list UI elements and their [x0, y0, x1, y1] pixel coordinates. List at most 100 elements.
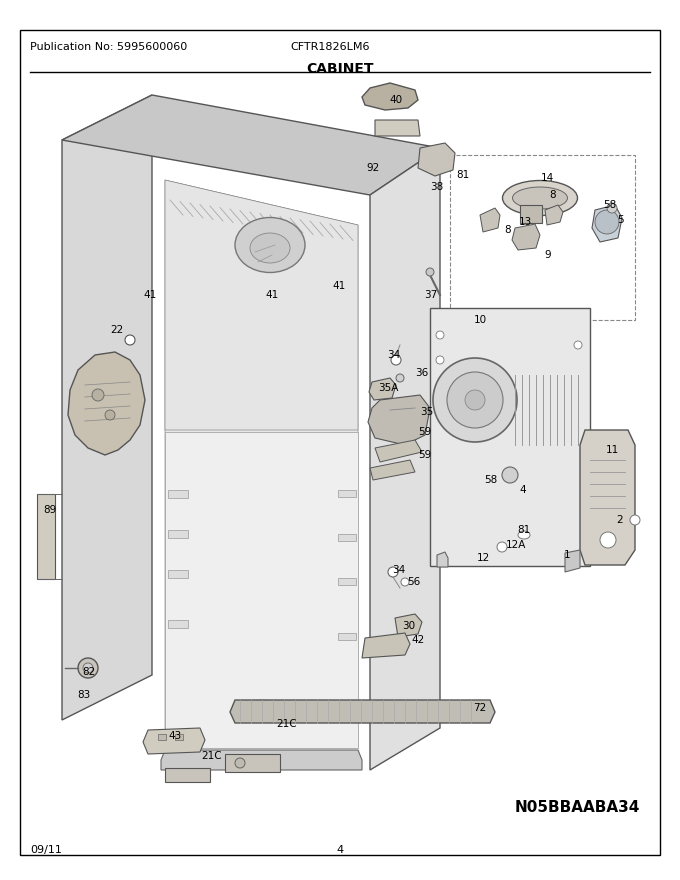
Bar: [450, 155, 635, 320]
Text: 41: 41: [265, 290, 279, 300]
Text: 89: 89: [44, 505, 56, 515]
Text: 34: 34: [392, 565, 406, 575]
Ellipse shape: [513, 187, 568, 209]
Text: 2: 2: [617, 515, 624, 525]
Polygon shape: [143, 728, 205, 754]
Text: 09/11: 09/11: [30, 845, 62, 855]
Text: 92: 92: [367, 163, 379, 173]
Circle shape: [388, 567, 398, 577]
Polygon shape: [592, 205, 622, 242]
Text: 58: 58: [484, 475, 498, 485]
Polygon shape: [512, 224, 540, 250]
Bar: [168, 620, 188, 628]
Text: 82: 82: [82, 667, 96, 677]
Bar: [338, 490, 356, 497]
Bar: [158, 734, 166, 740]
Bar: [165, 768, 210, 782]
Text: 41: 41: [143, 290, 156, 300]
Circle shape: [83, 663, 93, 673]
Text: 43: 43: [169, 731, 182, 741]
Text: 59: 59: [418, 450, 432, 460]
Bar: [338, 534, 356, 541]
Text: Publication No: 5995600060: Publication No: 5995600060: [30, 42, 187, 52]
Text: 38: 38: [430, 182, 443, 192]
Text: 56: 56: [407, 577, 421, 587]
Bar: [37, 494, 55, 579]
Polygon shape: [369, 378, 396, 400]
Text: 4: 4: [520, 485, 526, 495]
Text: 14: 14: [541, 173, 554, 183]
Polygon shape: [580, 430, 635, 565]
Circle shape: [502, 467, 518, 483]
Circle shape: [447, 372, 503, 428]
Circle shape: [235, 758, 245, 768]
Bar: [168, 570, 188, 578]
Text: N05BBAABA34: N05BBAABA34: [515, 800, 640, 815]
Text: 21C: 21C: [202, 751, 222, 761]
Circle shape: [433, 358, 517, 442]
Polygon shape: [545, 205, 563, 225]
Polygon shape: [368, 395, 430, 445]
Text: 35A: 35A: [378, 383, 398, 393]
Polygon shape: [165, 180, 358, 748]
Text: 22: 22: [110, 325, 124, 335]
Bar: [168, 490, 188, 498]
Text: 36: 36: [415, 368, 428, 378]
Polygon shape: [68, 352, 145, 455]
Circle shape: [105, 410, 115, 420]
Polygon shape: [62, 95, 152, 720]
Text: 81: 81: [456, 170, 470, 180]
Circle shape: [497, 542, 507, 552]
Polygon shape: [430, 308, 590, 566]
Circle shape: [574, 341, 582, 349]
Polygon shape: [362, 633, 410, 658]
Ellipse shape: [235, 217, 305, 273]
Bar: [168, 530, 188, 538]
Text: 40: 40: [390, 95, 403, 105]
Text: 8: 8: [505, 225, 511, 235]
Polygon shape: [165, 180, 358, 430]
Text: 5: 5: [617, 215, 624, 225]
Text: 83: 83: [78, 690, 90, 700]
Text: CFTR1826LM6: CFTR1826LM6: [290, 42, 369, 52]
Text: 13: 13: [518, 217, 532, 227]
Text: 34: 34: [388, 350, 401, 360]
Text: 58: 58: [603, 200, 617, 210]
Ellipse shape: [503, 180, 577, 216]
Ellipse shape: [232, 700, 292, 720]
Polygon shape: [437, 552, 448, 567]
Bar: [175, 734, 183, 740]
Polygon shape: [418, 143, 455, 176]
Circle shape: [465, 390, 485, 410]
Text: 42: 42: [411, 635, 424, 645]
Circle shape: [391, 355, 401, 365]
Circle shape: [78, 658, 98, 678]
Circle shape: [436, 331, 444, 339]
Text: 10: 10: [473, 315, 487, 325]
Ellipse shape: [250, 233, 290, 263]
Text: 9: 9: [545, 250, 551, 260]
Bar: [338, 578, 356, 585]
Text: 12A: 12A: [506, 540, 526, 550]
Circle shape: [607, 203, 617, 213]
Polygon shape: [165, 432, 358, 748]
Polygon shape: [362, 83, 418, 110]
Text: 37: 37: [424, 290, 438, 300]
Polygon shape: [395, 614, 422, 637]
Polygon shape: [375, 120, 420, 136]
Polygon shape: [565, 550, 580, 572]
Circle shape: [92, 389, 104, 401]
Text: 1: 1: [564, 550, 571, 560]
Text: 30: 30: [403, 621, 415, 631]
Circle shape: [396, 374, 404, 382]
Circle shape: [401, 578, 409, 586]
Ellipse shape: [518, 531, 530, 539]
Circle shape: [600, 532, 616, 548]
Text: 41: 41: [333, 281, 345, 291]
Circle shape: [125, 335, 135, 345]
Text: 4: 4: [337, 845, 343, 855]
Polygon shape: [370, 148, 440, 770]
Text: 8: 8: [549, 190, 556, 200]
Bar: [338, 633, 356, 640]
Polygon shape: [370, 460, 415, 480]
